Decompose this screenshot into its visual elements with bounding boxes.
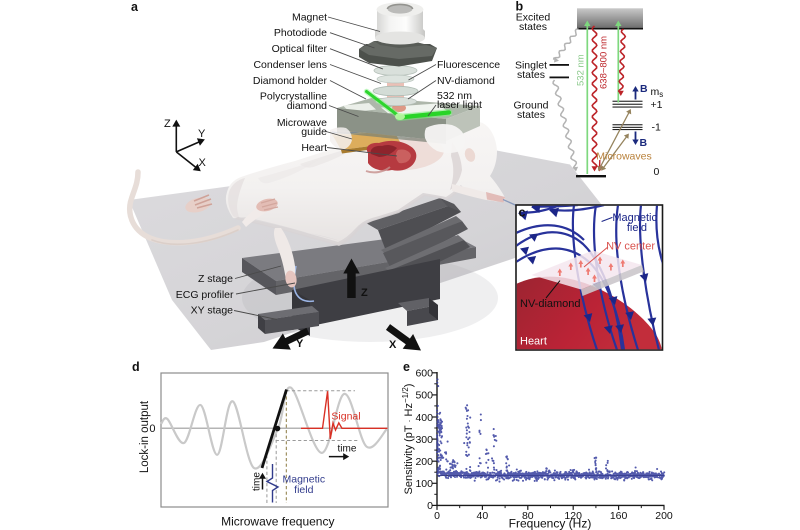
svg-text:states: states xyxy=(517,109,545,121)
svg-text:states: states xyxy=(517,69,545,81)
svg-text:guide: guide xyxy=(301,126,327,138)
svg-text:time: time xyxy=(338,444,357,455)
svg-text:532 nm: 532 nm xyxy=(437,90,472,102)
svg-text:Microwaves: Microwaves xyxy=(596,151,651,163)
svg-text:Ground: Ground xyxy=(513,100,548,112)
svg-text:states: states xyxy=(519,21,547,33)
svg-text:300: 300 xyxy=(415,434,433,446)
svg-text:Y: Y xyxy=(198,128,206,140)
svg-text:Diamond holder: Diamond holder xyxy=(253,75,328,87)
svg-text:c: c xyxy=(519,206,526,220)
svg-text:400: 400 xyxy=(415,412,433,424)
svg-text:200: 200 xyxy=(415,456,433,468)
svg-text:Microwave: Microwave xyxy=(277,117,327,129)
svg-text:Photodiode: Photodiode xyxy=(274,27,327,39)
svg-text:Magnet: Magnet xyxy=(292,12,327,24)
svg-text:100: 100 xyxy=(415,478,433,490)
svg-text:160: 160 xyxy=(610,510,628,522)
svg-text:ms: ms xyxy=(651,86,664,99)
svg-text:B: B xyxy=(640,137,648,149)
svg-text:X: X xyxy=(389,339,397,351)
svg-text:Fluorescence: Fluorescence xyxy=(437,59,500,71)
svg-text:Sensitivity (pT · Hz−1/2): Sensitivity (pT · Hz−1/2) xyxy=(401,384,415,495)
svg-text:time: time xyxy=(252,472,263,491)
svg-text:Microwave frequency: Microwave frequency xyxy=(221,515,334,529)
svg-text:Singlet: Singlet xyxy=(515,60,547,72)
svg-text:NV-diamond: NV-diamond xyxy=(437,75,495,87)
svg-text:Lock-in output: Lock-in output xyxy=(139,400,151,473)
svg-text:NV center: NV center xyxy=(606,241,655,253)
svg-text:40: 40 xyxy=(477,510,489,522)
svg-text:80: 80 xyxy=(522,510,534,522)
svg-text:Excited: Excited xyxy=(516,12,551,24)
svg-text:laser light: laser light xyxy=(437,99,482,111)
svg-text:Magnetic: Magnetic xyxy=(282,474,325,486)
svg-text:Heart: Heart xyxy=(301,142,327,154)
svg-text:d: d xyxy=(132,360,140,374)
svg-text:Heart: Heart xyxy=(520,336,547,348)
svg-text:-1: -1 xyxy=(652,122,661,134)
svg-text:a: a xyxy=(131,0,139,14)
svg-text:+1: +1 xyxy=(651,99,663,111)
svg-text:600: 600 xyxy=(415,368,433,380)
svg-text:0: 0 xyxy=(654,166,660,178)
svg-text:Z: Z xyxy=(164,118,171,130)
svg-text:b: b xyxy=(516,0,524,14)
svg-text:field: field xyxy=(294,484,313,496)
svg-text:NV-diamond: NV-diamond xyxy=(520,298,581,310)
svg-text:field: field xyxy=(627,222,647,234)
svg-text:X: X xyxy=(199,157,207,169)
svg-text:ECG profiler: ECG profiler xyxy=(176,289,234,301)
svg-text:Z stage: Z stage xyxy=(198,273,233,285)
svg-text:Polycrystalline: Polycrystalline xyxy=(260,91,327,103)
svg-text:e: e xyxy=(403,360,410,374)
svg-text:0: 0 xyxy=(149,423,155,435)
svg-text:Condenser lens: Condenser lens xyxy=(253,59,327,71)
svg-text:120: 120 xyxy=(564,510,582,522)
svg-text:532 nm: 532 nm xyxy=(576,54,587,86)
svg-text:0: 0 xyxy=(427,500,433,512)
svg-text:Z: Z xyxy=(361,287,368,299)
svg-text:638~800 nm: 638~800 nm xyxy=(599,36,610,89)
svg-text:diamond: diamond xyxy=(287,100,327,112)
svg-text:500: 500 xyxy=(415,390,433,402)
svg-text:Y: Y xyxy=(296,338,304,350)
svg-text:0: 0 xyxy=(434,510,440,522)
svg-text:XY stage: XY stage xyxy=(191,305,234,317)
svg-text:Signal: Signal xyxy=(331,411,360,423)
svg-text:Magnetic: Magnetic xyxy=(612,212,657,224)
svg-text:200: 200 xyxy=(655,510,673,522)
svg-text:B: B xyxy=(640,83,648,95)
svg-text:Optical filter: Optical filter xyxy=(272,43,328,55)
svg-text:Frequency (Hz): Frequency (Hz) xyxy=(509,517,592,530)
